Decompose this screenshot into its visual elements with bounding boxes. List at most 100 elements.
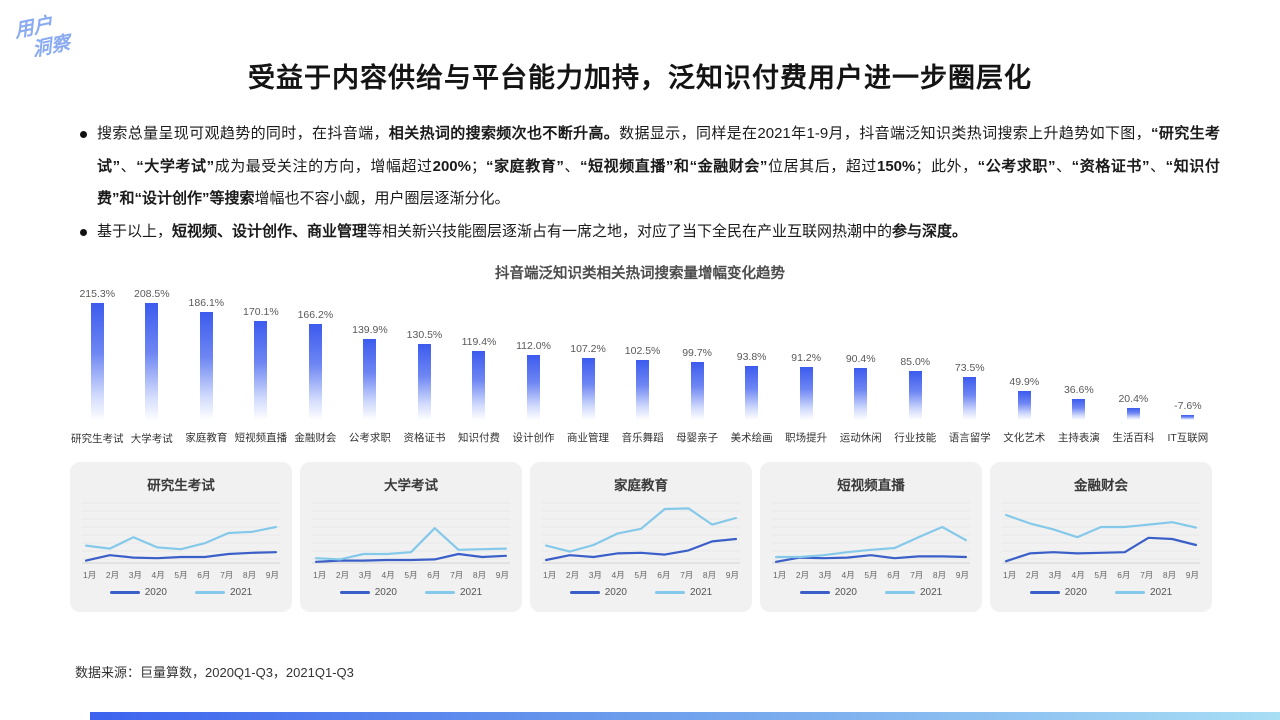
bar-value-label: 112.0% (516, 340, 551, 352)
x-tick-label: 4月 (611, 570, 625, 580)
footer-gradient-bar (90, 712, 1280, 720)
bar (636, 360, 650, 420)
series-line-2021 (774, 525, 968, 559)
x-tick-label: 4月 (151, 570, 165, 580)
bar-category-label: 短视频直播 (234, 432, 288, 444)
x-tick-label: 1月 (543, 570, 557, 580)
x-tick-label: 4月 (1071, 570, 1085, 580)
mini-chart-row: 研究生考试 1月 2月 3月 4月 5月 6月 7月 8月 9月 2020 2021 大学考试 1月 2月 3… (70, 462, 1212, 612)
x-tick-label: 5月 (174, 570, 188, 580)
bar-value-label: 170.1% (243, 306, 279, 318)
x-tick-label: 9月 (725, 570, 739, 580)
x-tick-label: 5月 (864, 570, 878, 580)
mini-chart-plot (1002, 502, 1200, 564)
page-title: 受益于内容供给与平台能力加持，泛知识付费用户进一步圈层化 (248, 63, 1032, 93)
x-tick-label: 8月 (472, 570, 487, 580)
bar-category-label: 行业技能 (894, 432, 937, 444)
bullet-text-segment: 位居其后，超过 (767, 157, 877, 175)
legend: 2020 2021 (80, 587, 282, 598)
bar-category-label: 美术绘画 (730, 432, 773, 444)
bar-value-label: 166.2% (297, 309, 334, 321)
bar-category-label: 文化艺术 (1003, 432, 1046, 444)
bar-column: 36.6% 主持表演 (1052, 288, 1107, 456)
mini-chart-plot (542, 502, 740, 564)
bar-value-label: 49.9% (1009, 376, 1040, 388)
legend: 2020 2021 (310, 587, 512, 598)
x-tick-label: 6月 (887, 570, 901, 580)
legend-item: 2021 (655, 587, 712, 598)
bullet-text-segment: ； (471, 157, 487, 175)
bullet-text-segment: 搜索总量呈现可观趋势的同时，在抖音端， (97, 125, 389, 142)
x-tick-label: 1月 (1003, 570, 1017, 580)
series-line-2020 (314, 552, 508, 563)
legend-label: 2020 (374, 587, 397, 598)
mini-chart-title: 短视频直播 (837, 478, 905, 493)
bar-value-label: -7.6% (1174, 400, 1202, 412)
bullet-text-segment: 参与深度。 (892, 222, 968, 240)
series-line-2021 (1004, 513, 1198, 539)
bar-column: 85.0% 行业技能 (888, 288, 943, 456)
bar-column: 93.8% 美术绘画 (724, 288, 779, 456)
bar-category-label: 主持表演 (1057, 432, 1100, 444)
legend-swatch-2021 (885, 591, 915, 594)
x-tick-label: 1月 (313, 570, 327, 580)
bar-category-label: 生活百科 (1112, 432, 1155, 444)
x-axis-labels: 1月 2月 3月 4月 5月 6月 7月 8月 9月 (310, 569, 512, 581)
x-tick-label: 6月 (197, 570, 211, 580)
bar-value-label: 36.6% (1063, 384, 1094, 396)
data-source-note: 数据来源：巨量算数，2020Q1-Q3，2021Q1-Q3 (75, 665, 354, 680)
legend-swatch-2020 (1029, 591, 1060, 594)
series-line-2021 (314, 527, 508, 561)
mini-chart-card: 家庭教育 1月 2月 3月 4月 5月 6月 7月 8月 9月 2020 2021 (530, 462, 752, 612)
x-tick-label: 2月 (795, 570, 810, 580)
legend-swatch-2020 (799, 591, 830, 594)
bar-category-label: 职场提升 (785, 432, 828, 444)
legend-item: 2021 (1115, 587, 1172, 598)
x-tick-label: 4月 (841, 570, 855, 580)
x-tick-label: 3月 (358, 570, 372, 580)
bar-column: -7.6% IT互联网 (1161, 288, 1216, 456)
legend-item: 2021 (425, 587, 482, 598)
x-axis-labels: 1月 2月 3月 4月 5月 6月 7月 8月 9月 (770, 569, 972, 581)
bar-column: 49.9% 文化艺术 (997, 288, 1052, 456)
legend-item: 2020 (1029, 587, 1087, 598)
bar-column: 112.0% 设计创作 (506, 288, 561, 456)
bar (527, 355, 541, 420)
bar (254, 321, 268, 420)
x-tick-label: 1月 (83, 570, 97, 580)
legend: 2020 2021 (770, 587, 972, 598)
bullet-text-segment: “研究生考试” (97, 125, 1220, 175)
legend-swatch-2020 (109, 591, 140, 594)
bar-value-label: 102.5% (624, 345, 661, 357)
bar-value-label: 208.5% (133, 288, 170, 300)
legend-swatch-2021 (1115, 591, 1145, 594)
legend-item: 2020 (339, 587, 397, 598)
bar-category-label: 金融财会 (294, 432, 337, 444)
bar (1017, 391, 1031, 420)
series-line-2020 (84, 551, 278, 562)
bullet-text-segment: “资格证书” (1071, 157, 1150, 175)
bar (472, 351, 486, 420)
bullet-text-segment: 、 (1055, 157, 1072, 175)
bar-chart: 215.3% 研究生考试 208.5% 大学考试 186.1% 家庭教育 170.1% 短视频… (70, 288, 1215, 456)
bar-category-label: 研究生考试 (71, 433, 124, 446)
bullet-text-segment: 200% (432, 157, 471, 175)
x-tick-label: 9月 (1185, 570, 1199, 580)
bullet-text-segment: 150% (877, 157, 916, 175)
bullet-text-segment: 、 (563, 157, 581, 175)
bar-column: 102.5% 音乐舞蹈 (615, 288, 670, 456)
legend-item: 2021 (885, 587, 942, 598)
x-tick-label: 4月 (381, 570, 395, 580)
bar (581, 358, 595, 420)
bar-value-label: 215.3% (79, 288, 116, 300)
bar (90, 303, 104, 422)
x-tick-label: 9月 (265, 570, 279, 580)
legend-label: 2021 (920, 587, 943, 598)
legend-label: 2021 (1150, 587, 1173, 598)
x-tick-label: 7月 (450, 570, 464, 580)
legend: 2020 2021 (1000, 587, 1202, 598)
x-tick-label: 2月 (1025, 570, 1040, 580)
bar-category-label: 语言留学 (948, 432, 991, 444)
mini-chart-card: 大学考试 1月 2月 3月 4月 5月 6月 7月 8月 9月 2020 2021 (300, 462, 522, 612)
bullet-text-segment: 成为最受关注的方向，增幅超过 (214, 157, 433, 175)
